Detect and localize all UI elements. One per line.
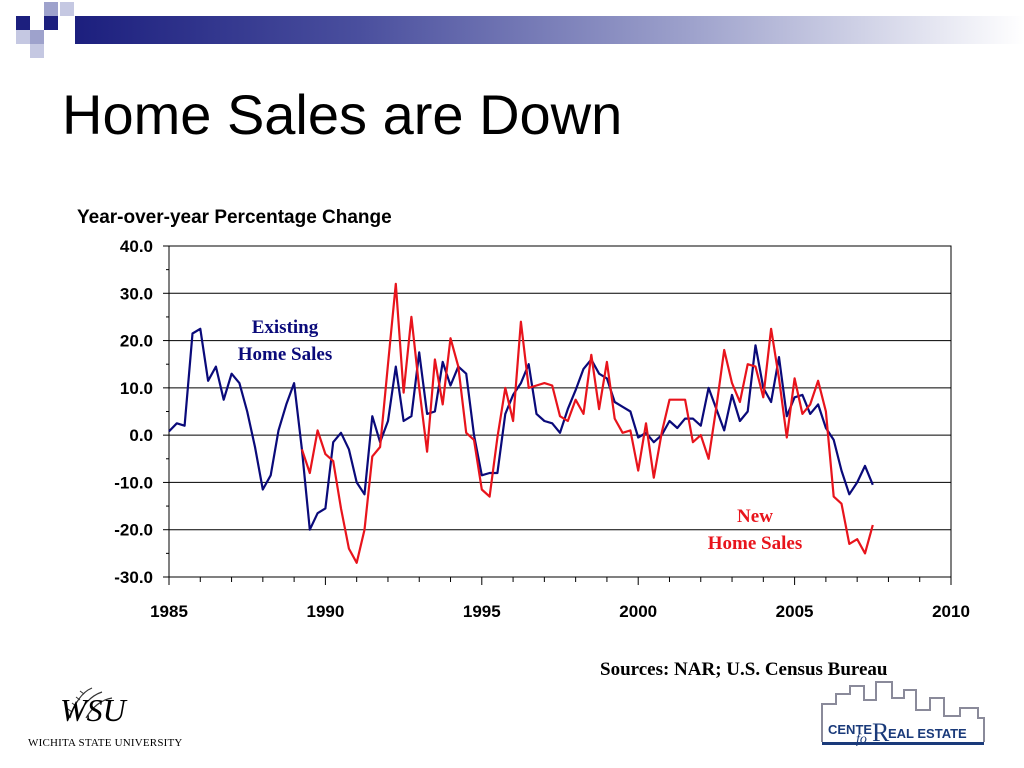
y-tick-label: -30.0: [114, 568, 153, 587]
chart-title: Year-over-year Percentage Change: [77, 207, 392, 228]
cre-logo-word-3: R: [872, 718, 890, 747]
x-tick-label: 1995: [463, 602, 501, 621]
y-tick-label: 40.0: [120, 237, 153, 256]
title-gradient-bar: [75, 16, 1024, 44]
cre-logo-word-2: fo: [856, 732, 867, 747]
corner-decoration: [16, 2, 74, 58]
series-line-existing: [168, 327, 874, 531]
x-tick-label: 1990: [306, 602, 344, 621]
cre-logo-word-4: EAL ESTATE: [888, 726, 967, 741]
y-tick-label: -10.0: [114, 473, 153, 492]
wsu-logo-mark: WSU: [60, 692, 126, 728]
series-annotation: Home Sales: [238, 344, 332, 365]
chart-labels: 40.0 30.0 20.0 10.0 0.0 -10.0 -20.0 -30.0 1985 19…: [77, 207, 970, 621]
series-annotation: Existing: [252, 317, 319, 338]
cre-logo-word-1: CENTE: [828, 722, 873, 737]
sources-note: Sources: NAR; U.S. Census Bureau: [600, 659, 888, 680]
skyline-icon: [821, 681, 985, 745]
y-tick-label: 30.0: [120, 284, 153, 303]
y-tick-label: 10.0: [120, 379, 153, 398]
wsu-logo-name: WICHITA STATE UNIVERSITY: [28, 737, 183, 749]
y-tick-label: 20.0: [120, 332, 153, 351]
wsu-logo: WSU WICHITA STATE UNIVERSITY: [22, 682, 182, 757]
wheat-icon: [67, 687, 113, 719]
y-tick-label: -20.0: [114, 521, 153, 540]
slide-title: Home Sales are Down: [62, 83, 623, 146]
series-annotation: Home Sales: [708, 533, 802, 554]
x-tick-label: 2005: [776, 602, 814, 621]
center-for-real-estate-logo: CENTE fo R EAL ESTATE: [818, 680, 996, 762]
x-tick-label: 1985: [150, 602, 188, 621]
chart-axes: [163, 245, 952, 585]
series-annotation: New: [737, 506, 773, 527]
x-tick-label: 2010: [932, 602, 970, 621]
line-chart: 40.0 30.0 20.0 10.0 0.0 -10.0 -20.0 -30.0 1985 19…: [77, 207, 970, 621]
chart-series-lines: [168, 282, 874, 564]
x-tick-label: 2000: [619, 602, 657, 621]
series-line-new: [300, 282, 874, 564]
plot-frame: [168, 245, 952, 578]
chart-gridlines: [169, 245, 951, 578]
y-tick-label: 0.0: [129, 426, 153, 445]
